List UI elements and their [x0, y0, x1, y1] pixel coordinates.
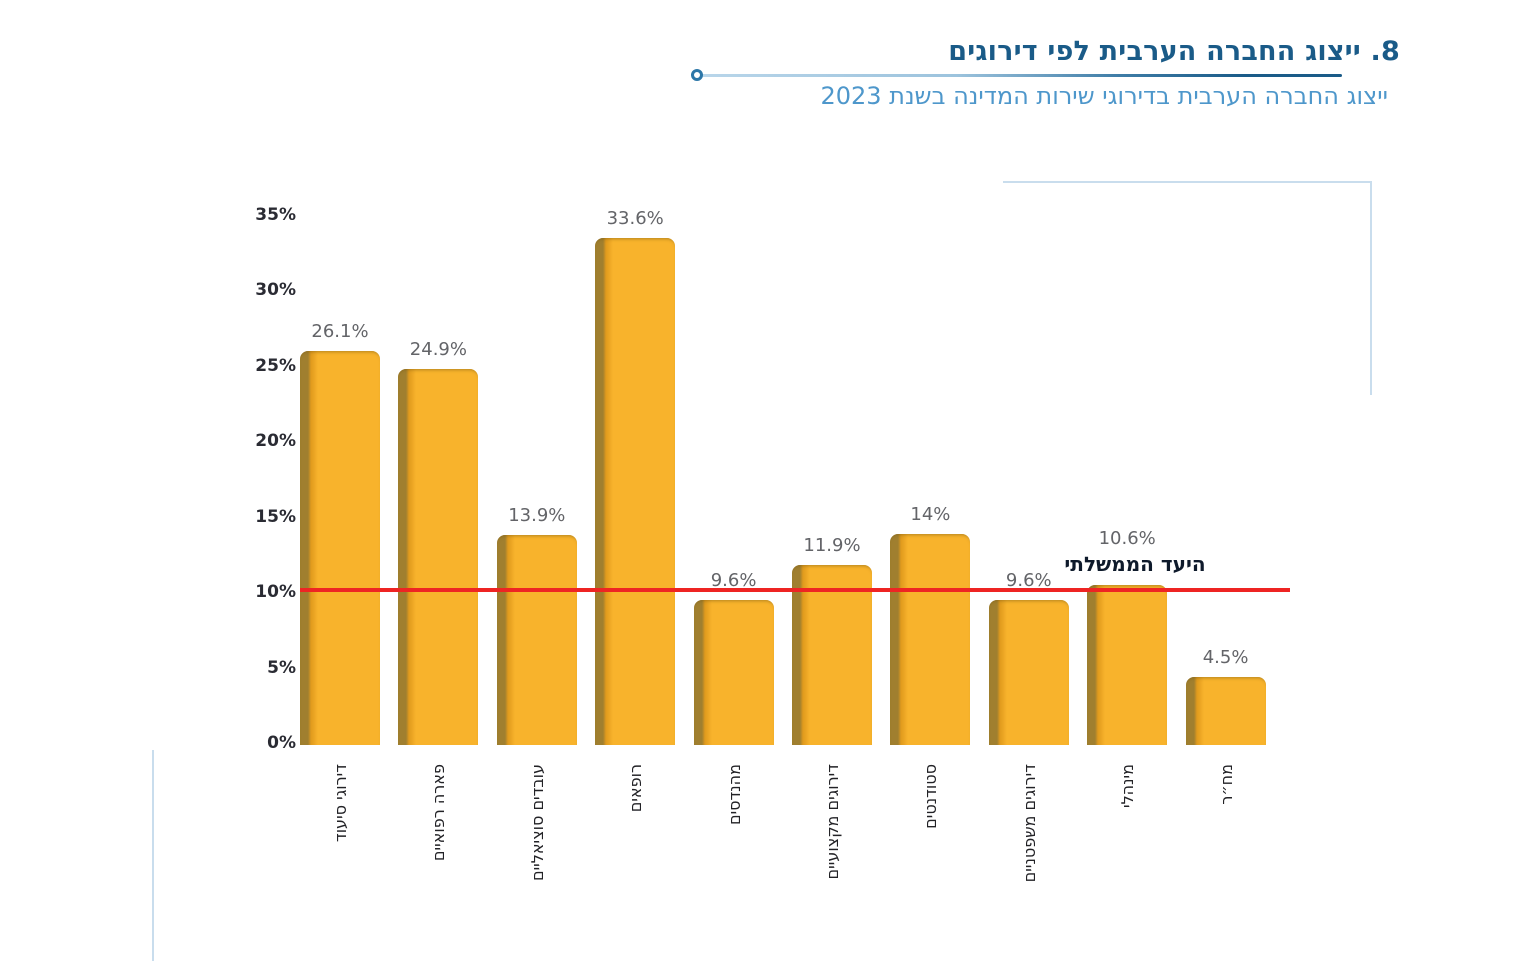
- x-axis-category-label: סטודנטים: [921, 764, 941, 829]
- y-axis-tick-label: 35%: [255, 204, 296, 225]
- x-axis-category-label: פארה רפואיים: [429, 764, 449, 862]
- bar: [890, 533, 971, 745]
- bar: [1087, 585, 1168, 745]
- bar-value-label: 33.6%: [606, 208, 664, 230]
- bar-value-label: 9.6%: [710, 570, 757, 592]
- bar: [300, 351, 380, 745]
- y-axis-tick-label: 5%: [267, 657, 296, 678]
- figure-subtitle: ייצוג החברה הערבית בדירוגי שירות המדינה …: [820, 82, 1388, 110]
- x-axis-category-label: מח״ר: [1216, 764, 1236, 805]
- x-axis-category-label: דירוגי סיעוד: [331, 764, 350, 843]
- bar: [496, 535, 577, 745]
- bar-value-label: 11.9%: [803, 535, 861, 557]
- x-axis-category-label: דירוגים מקצועיים: [823, 764, 842, 880]
- y-axis-tick-label: 15%: [255, 506, 296, 527]
- frame-top-right-vertical: [1370, 181, 1372, 395]
- bar: [988, 600, 1069, 745]
- bar-value-label: 10.6%: [1098, 528, 1156, 550]
- bar-value-label: 24.9%: [409, 339, 467, 361]
- y-axis-tick-label: 30%: [255, 280, 296, 301]
- bar-value-label: 14%: [910, 503, 951, 525]
- figure-title: 8. ייצוג החברה הערבית לפי דירוגים: [948, 36, 1400, 67]
- government-target-label: היעד הממשלתי: [1064, 552, 1206, 576]
- title-underline: [700, 74, 1342, 77]
- y-axis-tick-label: 0%: [267, 733, 296, 753]
- frame-top-right-horizontal: [1003, 181, 1372, 183]
- x-axis-category-label: מהנדסים: [724, 764, 744, 826]
- x-axis-category-label: עובדים סוציאליים: [527, 764, 547, 882]
- bar: [693, 600, 774, 745]
- y-axis-tick-label: 20%: [255, 431, 296, 452]
- bar-value-label: 26.1%: [311, 321, 369, 343]
- bar-value-label: 9.6%: [1005, 570, 1052, 592]
- x-axis-category-label: רופאים: [626, 764, 646, 813]
- y-axis-tick-label: 25%: [255, 355, 296, 376]
- frame-bottom-left-vertical: [152, 750, 154, 961]
- bar: [398, 369, 479, 745]
- bar: [792, 565, 872, 745]
- bar-value-label: 13.9%: [508, 505, 566, 527]
- government-target-line: [300, 588, 1290, 592]
- bar: [595, 238, 676, 745]
- bar: [1185, 677, 1266, 745]
- title-underline-dot-icon: [691, 69, 703, 81]
- x-axis-category-label: דירוגים משפטניים: [1019, 764, 1039, 883]
- bar-value-label: 4.5%: [1202, 647, 1249, 669]
- x-axis-category-label: מינהלי: [1118, 764, 1138, 808]
- y-axis-tick-label: 10%: [255, 582, 296, 603]
